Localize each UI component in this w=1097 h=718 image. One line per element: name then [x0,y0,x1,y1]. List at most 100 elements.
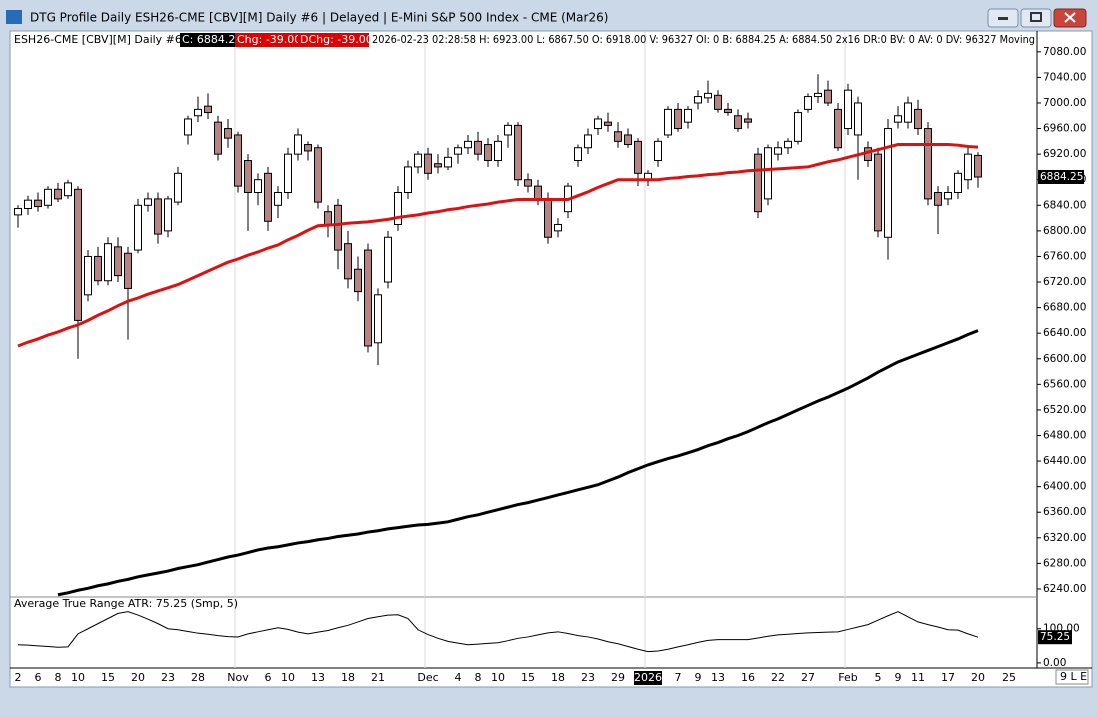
atr-line [17,611,979,653]
candle-body [914,108,922,130]
candle-body [944,192,952,200]
candle-body [724,108,732,114]
candle-body [134,204,142,251]
candle-body [394,192,402,225]
dchg-box [298,33,369,47]
candle-body [414,153,422,168]
x-tick-label: 10 [71,671,85,684]
candle-body [834,108,842,149]
y-tick-label: 6600.00 [1043,353,1086,365]
candle-body [824,89,832,104]
candle-body [434,163,442,168]
app-icon [6,10,22,24]
x-tick-label: Feb [838,671,857,684]
chg-box [235,33,298,47]
candle-body [624,134,632,146]
candle-body [214,121,222,155]
candle-body [804,96,812,110]
candle-body [604,121,612,126]
candle-body [904,102,912,123]
atr-title: Average True Range ATR: 75.25 (Smp, 5) [14,597,238,610]
candle-body [64,182,72,197]
candle-body [684,108,692,123]
x-tick-label: 4 [455,671,462,684]
y-tick-label: 7080.00 [1043,46,1086,58]
candle-body [324,211,332,225]
corner-label: 9 L E [1060,670,1087,683]
info-dchg: DChg: -39.00 [300,33,373,46]
x-tick-label: 6 [265,671,272,684]
candle-body [894,115,902,123]
candle-body [234,134,242,187]
y-tick-label: 6480.00 [1043,429,1086,441]
chart-area [9,30,1093,688]
min-icon [998,17,1008,20]
candle-body [754,153,762,213]
close-icon [1064,12,1076,23]
x-tick-label: 10 [281,671,295,684]
candle-body [514,124,522,181]
candle-body [424,153,432,174]
candle-body [884,128,892,238]
x-tick-label: 17 [941,671,955,684]
candle-body [44,188,52,206]
candle-body [814,92,822,98]
x-tick-label: 2026 [634,671,662,684]
candle-body [874,153,882,232]
y-tick-label: 6680.00 [1043,302,1086,314]
candle-body [114,246,122,277]
candle-body [264,172,272,222]
maximize-button[interactable] [1020,8,1052,28]
candle-body [494,140,502,162]
candle-body [464,140,472,149]
candle-body [174,172,182,203]
candle-body [774,147,782,155]
candle-body [34,199,42,208]
x-tick-label: 23 [581,671,595,684]
candle-body [354,268,362,293]
x-tick-label: 5 [875,671,882,684]
y-tick-label: 6400.00 [1043,481,1086,493]
candle-body [554,223,562,232]
candle-body [144,198,152,206]
candle-body [474,140,482,155]
candle-body [444,156,452,168]
candle-body [54,188,62,200]
x-tick-label: 23 [161,671,175,684]
candle-body [344,243,352,280]
candle-body [964,153,972,181]
candle-body [124,252,132,289]
candle-body [934,192,942,206]
x-tick-label: 8 [55,671,62,684]
x-tick-label: 15 [521,671,535,684]
candle-body [744,118,752,123]
y-tick-label: 6960.00 [1043,123,1086,135]
window-title: DTG Profile Daily ESH26-CME [CBV][M] Dai… [30,11,608,25]
candle-body [854,102,862,136]
candle-body [334,204,342,251]
x-tick-label: 20 [971,671,985,684]
x-tick-label: 27 [801,671,815,684]
x-tick-label: 28 [191,671,205,684]
corner-box [1055,669,1089,685]
candle-body [844,89,852,130]
info-close: C: 6884.25 [182,33,242,46]
candle-body [614,131,622,142]
x-tick-label: 6 [35,671,42,684]
info-chg: Chg: -39.00 [237,33,301,46]
candle-body [84,255,92,296]
candle-body [274,192,282,206]
x-tick-label: 18 [551,671,565,684]
moving-average [17,143,979,348]
candle-body [704,92,712,99]
candle-body [694,96,702,104]
candle-body [244,160,252,194]
candle-body [304,144,312,152]
y-tick-label: 6520.00 [1043,404,1086,416]
x-tick-label: 13 [711,671,725,684]
y-tick-label: 6280.00 [1043,557,1086,569]
candle-body [534,185,542,200]
candle-body [314,147,322,203]
candle-body [204,105,212,114]
